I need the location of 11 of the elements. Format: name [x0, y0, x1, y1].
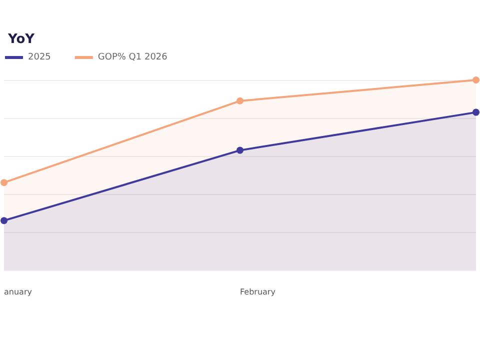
chart-title: YoY [7, 32, 36, 47]
legend-label: 2025 [28, 52, 51, 62]
legend-label: GOP% Q1 2026 [98, 52, 168, 62]
point [0, 217, 8, 224]
point [472, 108, 480, 116]
x-tick-label: February [240, 288, 276, 296]
point [472, 76, 480, 84]
point [236, 97, 244, 104]
x-tick-label: anuary [4, 288, 32, 296]
point [0, 179, 8, 186]
point [236, 146, 244, 154]
